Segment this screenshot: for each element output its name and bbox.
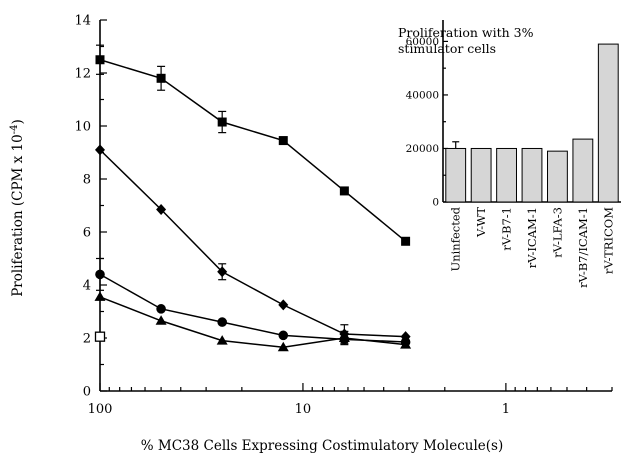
inset-category-label: Uninfected: [449, 206, 463, 271]
inset-labels: Uninfected V-WT rV-B7-1 rV-ICAM-1 rV-LFA-3 rV…: [449, 206, 616, 288]
series-line: [99, 59, 407, 242]
x-tick-label: 1: [502, 402, 510, 417]
data-point-diamond: [156, 203, 167, 215]
inset-y-tick-label: 0: [432, 197, 439, 209]
series-line: [99, 296, 406, 349]
data-point-triangle: [338, 332, 350, 342]
data-point-square: [217, 117, 227, 127]
y-tick-label: 8: [83, 173, 91, 188]
inset-title-line-2: stimulator cells: [398, 41, 496, 56]
y-axis-title-close: ): [10, 119, 26, 124]
y-axis-title-exponent: -4: [9, 125, 20, 135]
inset-category-label: rV-B7/ICAM-1: [576, 207, 590, 288]
inset-bar: [521, 147, 543, 203]
main-chart: 0 2 4 6 8 10 12 14 100 10 1 % MC38 Cells Expressi…: [9, 14, 613, 454]
data-point-circle: [278, 330, 289, 341]
y-tick-label: 14: [74, 14, 91, 29]
main-y-axis-title: Proliferation (CPM x 10-4): [9, 119, 26, 297]
inset-bar: [572, 138, 594, 203]
y-tick-label: 2: [83, 332, 91, 347]
inset-y-tick-label: 20000: [406, 143, 439, 155]
y-tick-label: 10: [74, 120, 91, 135]
inset-category-label: rV-B7-1: [500, 207, 514, 251]
data-point-triangle: [400, 339, 412, 349]
data-point-circle: [95, 269, 105, 280]
y-tick-label: 6: [83, 226, 91, 241]
inset-category-label: rV-ICAM-1: [525, 207, 539, 268]
inset-bar: [445, 147, 467, 203]
data-point-square: [401, 236, 411, 246]
data-point-square: [339, 186, 349, 196]
series-circle: [95, 257, 411, 347]
inset-y-tick-label: 40000: [406, 89, 439, 101]
inset-bars: [445, 43, 619, 203]
series-triangle: [94, 291, 412, 352]
data-point-triangle: [216, 335, 228, 345]
inset-chart: 0 20000 40000 60000 Uninfected V-WT rV-B7-1 rV…: [393, 20, 623, 288]
data-point-diamond: [95, 144, 105, 156]
data-point-diamond: [217, 266, 228, 278]
data-point-open-square: [94, 331, 106, 342]
data-point-circle: [156, 304, 166, 314]
series-line: [99, 149, 406, 338]
y-axis-title-base: Proliferation (CPM x 10: [10, 134, 26, 297]
series-open-square: [94, 331, 106, 342]
y-tick-label: 4: [83, 279, 91, 294]
inset-bar: [496, 147, 517, 203]
inset-bar: [597, 43, 619, 203]
data-point-square: [156, 73, 166, 83]
data-point-square: [278, 136, 288, 146]
y-tick-label: 12: [74, 67, 91, 82]
inset-category-label: V-WT: [474, 207, 488, 238]
inset-title-line-1: Proliferation with 3%: [398, 25, 534, 40]
main-x-ticks: 100 10 1: [88, 383, 613, 417]
data-point-circle: [217, 317, 227, 327]
data-point-square: [95, 55, 105, 65]
inset-bar: [547, 150, 568, 203]
inset-category-label: rV-LFA-3: [550, 207, 564, 258]
x-tick-label: 100: [88, 402, 113, 417]
inset-title: Proliferation with 3% stimulator cells: [398, 25, 538, 56]
main-x-axis-title: % MC38 Cells Expressing Costimulatory Mo…: [141, 438, 503, 454]
inset-bar: [470, 147, 492, 203]
data-point-triangle: [277, 341, 289, 352]
y-tick-label: 0: [83, 385, 91, 400]
main-series: [94, 44, 412, 352]
inset-y-tick-label: 60000: [406, 36, 439, 48]
inset-category-label: rV-TRICOM: [601, 207, 615, 274]
data-point-diamond: [278, 299, 289, 311]
x-tick-label: 10: [295, 402, 312, 417]
data-point-triangle: [155, 315, 167, 325]
series-line: [99, 273, 406, 343]
series-square: [95, 44, 411, 246]
data-point-triangle: [94, 291, 106, 301]
